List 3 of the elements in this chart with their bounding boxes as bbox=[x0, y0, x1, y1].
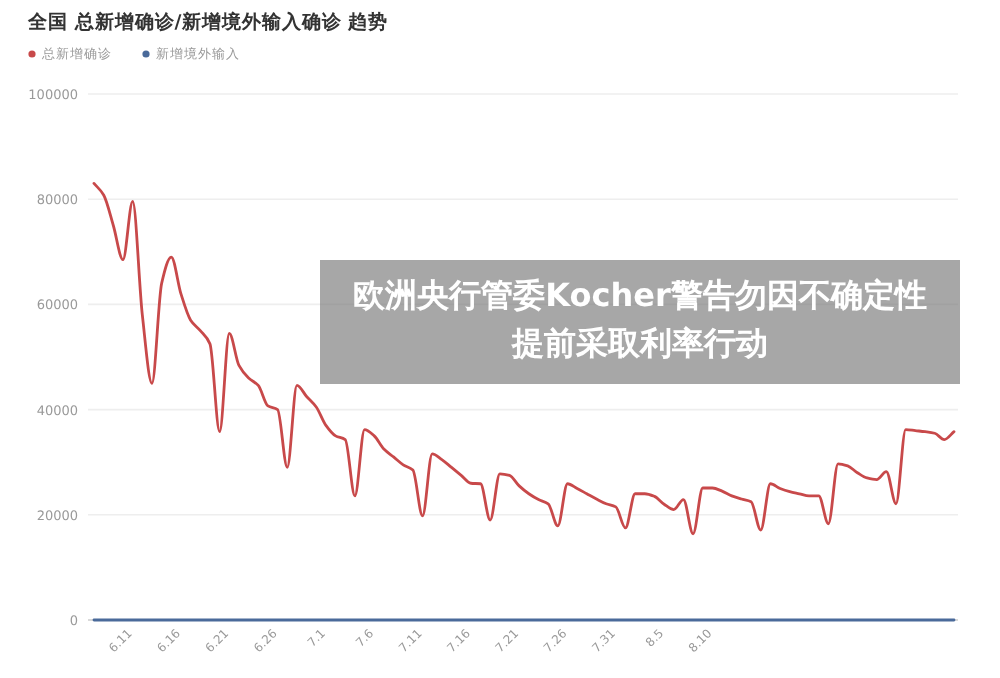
title: 全国 总新增确诊/新增境外输入确诊 趋势 bbox=[28, 12, 389, 34]
annotation: 欧洲央行管委Kocher警告勿因不确定性提前采取利率行动 bbox=[320, 260, 960, 384]
annotation: 欧洲央行管委Kocher警告勿因不确定性提前采取利率行动 bbox=[351, 274, 929, 366]
